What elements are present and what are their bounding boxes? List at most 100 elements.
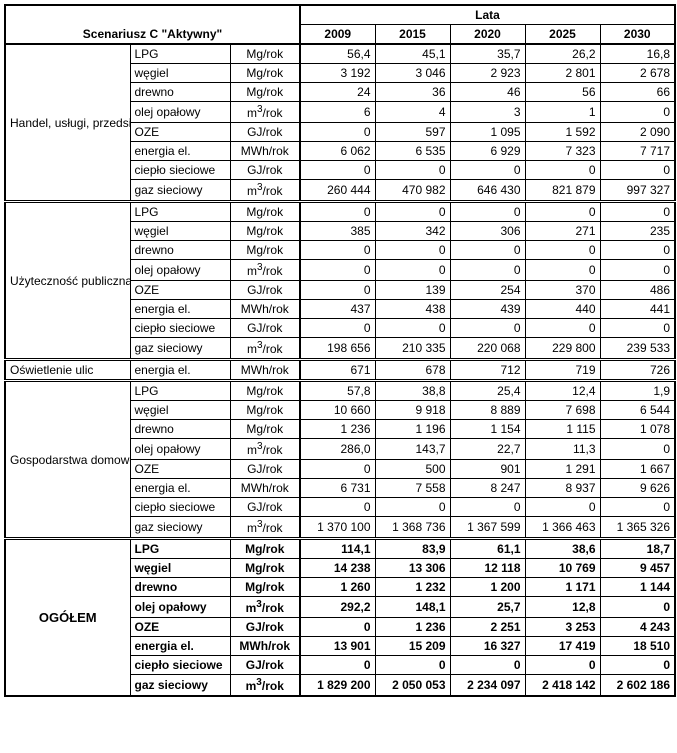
data-cell: 342 (375, 222, 450, 241)
data-cell: 8 247 (450, 479, 525, 498)
data-cell: 3 192 (300, 64, 375, 83)
data-cell: 4 243 (600, 618, 675, 637)
data-cell: 0 (600, 656, 675, 675)
data-cell: 139 (375, 281, 450, 300)
fuel-label: ciepło sieciowe (130, 161, 230, 180)
data-cell: 15 209 (375, 637, 450, 656)
header-year: 2009 (300, 25, 375, 45)
data-cell: 1 260 (300, 578, 375, 597)
fuel-label: LPG (130, 381, 230, 401)
header-year: 2025 (525, 25, 600, 45)
data-cell: 198 656 (300, 338, 375, 360)
data-cell: 671 (300, 360, 375, 381)
data-cell: 0 (300, 460, 375, 479)
data-cell: 726 (600, 360, 675, 381)
data-cell: 9 918 (375, 401, 450, 420)
data-cell: 0 (375, 656, 450, 675)
fuel-label: LPG (130, 539, 230, 559)
unit-label: GJ/rok (230, 161, 300, 180)
data-cell: 1 370 100 (300, 517, 375, 539)
data-cell: 901 (450, 460, 525, 479)
fuel-label: energia el. (130, 142, 230, 161)
fuel-label: energia el. (130, 360, 230, 381)
fuel-label: energia el. (130, 300, 230, 319)
data-cell: 1 291 (525, 460, 600, 479)
unit-label: GJ/rok (230, 281, 300, 300)
data-cell: 441 (600, 300, 675, 319)
data-cell: 1 171 (525, 578, 600, 597)
unit-label: Mg/rok (230, 401, 300, 420)
data-cell: 4 (375, 102, 450, 123)
section-label: OGÓŁEM (5, 539, 130, 697)
data-cell: 12,4 (525, 381, 600, 401)
data-cell: 1 592 (525, 123, 600, 142)
data-cell: 38,8 (375, 381, 450, 401)
data-cell: 83,9 (375, 539, 450, 559)
unit-label: Mg/rok (230, 202, 300, 222)
unit-label: m3/rok (230, 517, 300, 539)
data-cell: 440 (525, 300, 600, 319)
data-cell: 8 889 (450, 401, 525, 420)
data-cell: 2 801 (525, 64, 600, 83)
data-cell: 0 (525, 498, 600, 517)
data-cell: 712 (450, 360, 525, 381)
unit-label: GJ/rok (230, 319, 300, 338)
data-cell: 0 (375, 260, 450, 281)
data-cell: 385 (300, 222, 375, 241)
data-cell: 0 (375, 202, 450, 222)
data-cell: 1 667 (600, 460, 675, 479)
data-cell: 0 (300, 281, 375, 300)
data-cell: 597 (375, 123, 450, 142)
data-cell: 1 366 463 (525, 517, 600, 539)
unit-label: Mg/rok (230, 420, 300, 439)
fuel-label: energia el. (130, 479, 230, 498)
data-cell: 0 (375, 161, 450, 180)
fuel-label: LPG (130, 44, 230, 64)
unit-label: GJ/rok (230, 618, 300, 637)
data-cell: 1 236 (375, 618, 450, 637)
section-label: Handel, usługi, przedsiebiorstwa (5, 44, 130, 202)
data-cell: 1 095 (450, 123, 525, 142)
fuel-label: węgiel (130, 401, 230, 420)
data-cell: 0 (600, 439, 675, 460)
data-cell: 0 (300, 161, 375, 180)
unit-label: m3/rok (230, 439, 300, 460)
fuel-label: węgiel (130, 222, 230, 241)
data-cell: 0 (300, 656, 375, 675)
data-cell: 0 (600, 102, 675, 123)
header-year: 2020 (450, 25, 525, 45)
data-cell: 9 626 (600, 479, 675, 498)
unit-label: GJ/rok (230, 460, 300, 479)
data-cell: 3 253 (525, 618, 600, 637)
data-cell: 16,8 (600, 44, 675, 64)
unit-label: GJ/rok (230, 656, 300, 675)
data-cell: 220 068 (450, 338, 525, 360)
data-cell: 2 418 142 (525, 675, 600, 697)
data-cell: 10 769 (525, 559, 600, 578)
data-cell: 0 (525, 202, 600, 222)
unit-label: GJ/rok (230, 123, 300, 142)
unit-label: m3/rok (230, 260, 300, 281)
data-cell: 2 234 097 (450, 675, 525, 697)
data-cell: 66 (600, 83, 675, 102)
data-cell: 6 731 (300, 479, 375, 498)
data-cell: 306 (450, 222, 525, 241)
unit-label: Mg/rok (230, 241, 300, 260)
fuel-label: ciepło sieciowe (130, 656, 230, 675)
fuel-label: drewno (130, 420, 230, 439)
data-cell: 25,4 (450, 381, 525, 401)
data-cell: 1 367 599 (450, 517, 525, 539)
fuel-label: gaz sieciowy (130, 338, 230, 360)
data-cell: 0 (450, 161, 525, 180)
fuel-label: węgiel (130, 64, 230, 83)
data-cell: 6 062 (300, 142, 375, 161)
data-cell: 0 (450, 656, 525, 675)
data-cell: 439 (450, 300, 525, 319)
unit-label: Mg/rok (230, 222, 300, 241)
unit-label: m3/rok (230, 102, 300, 123)
data-cell: 1 115 (525, 420, 600, 439)
data-cell: 35,7 (450, 44, 525, 64)
data-cell: 16 327 (450, 637, 525, 656)
fuel-label: olej opałowy (130, 597, 230, 618)
data-cell: 271 (525, 222, 600, 241)
